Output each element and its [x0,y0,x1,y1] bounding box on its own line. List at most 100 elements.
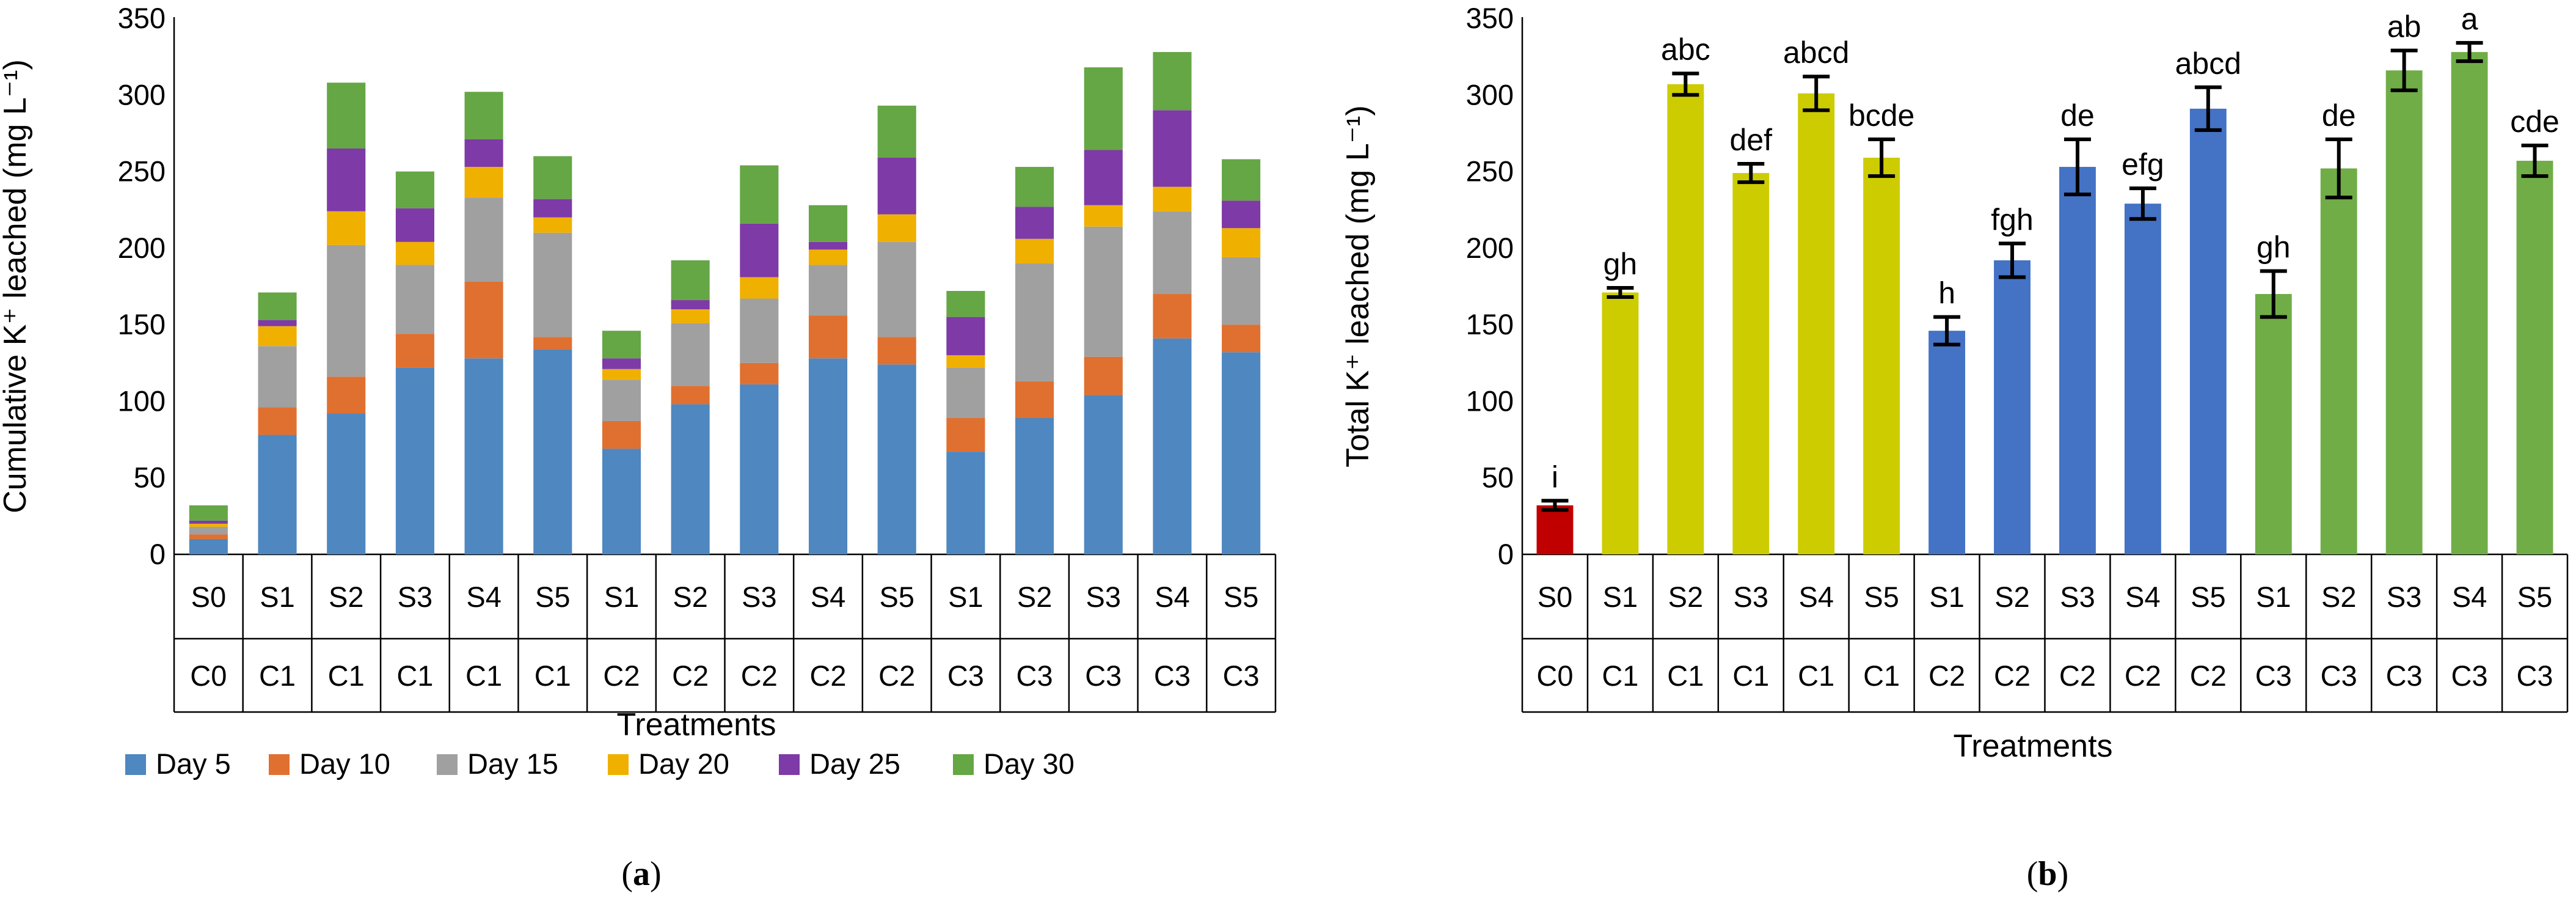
x-tick-label-c: C3 [2321,659,2357,692]
y-tick-label: 300 [118,78,166,111]
stacked-bar-segment [189,520,228,524]
y-tick-label: 150 [118,308,166,340]
x-tick-label-s: S3 [2060,581,2095,613]
x-tick-label-s: S5 [535,581,571,613]
stacked-bar-segment [1222,228,1261,257]
chart-panel-b: 0 50 100 150 200 250 300 350 S0 C0 S1 C1 S2 C1 S3 C1 S4 C… [1340,2,2569,893]
x-tick-label-c: C3 [947,659,984,692]
y-axis-title: Total K⁺ leached (mg L⁻¹) [1340,105,1376,467]
stacked-bar-segment [395,265,434,334]
stacked-bar-segment [1084,67,1123,150]
x-tick-label-s: S5 [2191,581,2226,613]
stacked-bar-segment [602,449,641,554]
stacked-bar-segment [258,320,297,326]
significance-letter: h [1938,276,1955,310]
x-tick-label-s: S4 [466,581,502,613]
x-tick-label-c: C1 [1732,659,1769,692]
stacked-bar-segment [189,526,228,535]
y-tick-label: 250 [118,155,166,188]
x-tick-label-s: S1 [1603,581,1638,613]
significance-letter: fgh [1991,202,2034,237]
stacked-bar-segment [740,165,779,224]
x-tick-label-s: S1 [260,581,295,613]
x-tick-label-c: C1 [1667,659,1704,692]
stacked-bar-segment [464,139,503,167]
legend-swatch [953,754,974,775]
x-tick-label-c: C3 [2516,659,2553,692]
x-tick-label-s: S2 [329,581,364,613]
stacked-bar-segment [1153,52,1192,111]
stacked-bar-segment [464,281,503,359]
stacked-bar-segment [464,167,503,198]
stacked-bar-segment [533,232,572,337]
x-tick-label-s: S1 [948,581,983,613]
bar [2189,108,2227,554]
bar [1863,158,1900,554]
stacked-bar-segment [877,241,916,337]
x-tick-label-s: S0 [1538,581,1573,613]
bar [1536,505,1574,554]
y-axis-title: Cumulative K⁺ leached (mg L⁻¹) [0,59,33,513]
y-tick-label: 0 [150,538,166,570]
x-tick-label-c: C1 [1798,659,1834,692]
stacked-bar-segment [1222,257,1261,325]
significance-letter: gh [2257,230,2291,264]
stacked-bar-segment [1084,356,1123,395]
significance-letter: def [1730,123,1773,157]
x-axis-title: Treatments [1953,729,2112,764]
stacked-bar-segment [1015,167,1054,207]
x-tick-label-c: C3 [1223,659,1260,692]
bar [1602,292,1639,554]
stacked-bar-segment [671,323,710,386]
stacked-bar-segment [395,367,434,554]
stacked-bar-segment [877,337,916,365]
significance-letter: de [2060,98,2095,133]
legend-swatch [608,754,629,775]
y-tick-label: 0 [1498,538,1514,570]
x-tick-label-s: S1 [2256,581,2291,613]
y-tick-label: 250 [1466,155,1514,188]
panel-label: (a) [621,855,661,893]
x-tick-label-s: S3 [398,581,433,613]
x-tick-label-c: C2 [1994,659,2031,692]
stacked-bar-segment [877,158,916,215]
stacked-bar-segment [671,300,710,310]
significance-letter: ab [2387,10,2421,44]
stacked-bar-segment [602,369,641,380]
x-axis-title: Treatments [616,707,776,743]
stacked-bar-segment [327,148,366,211]
x-tick-label-s: S4 [811,581,846,613]
stacked-bar-segment [671,309,710,323]
stacked-bar-segment [395,208,434,242]
stacked-bar-segment [327,211,366,245]
x-tick-label-s: S5 [1224,581,1259,613]
y-tick-label: 50 [1482,461,1514,494]
stacked-bar-segment [189,523,228,527]
significance-letter: bcde [1848,98,1914,133]
stacked-bar-segment [671,404,710,554]
x-tick-label-s: S4 [2452,581,2487,613]
stacked-bar-segment [1084,226,1123,357]
x-tick-label-c: C1 [1863,659,1900,692]
x-tick-label-c: C0 [1536,659,1573,692]
x-tick-label-c: C3 [1085,659,1122,692]
stacked-bar-segment [258,435,297,554]
stacked-bar-segment [327,376,366,414]
x-tick-label-c: C2 [1928,659,1965,692]
legend: Day 5 Day 10 Day 15 Day 20 Day 25 Day 30 [125,747,1075,780]
stacked-bar-segment [602,421,641,449]
y-tick-label: 150 [1466,308,1514,340]
stacked-bar-segment [1153,338,1192,554]
stacked-bar-segment [946,291,985,317]
y-tick-label: 350 [1466,2,1514,34]
x-tick-label-c: C2 [809,659,846,692]
stacked-bar-segment [671,260,710,301]
stacked-bar-segment [327,83,366,149]
stacked-bar-segment [602,358,641,369]
stacked-bar-segment [740,223,779,277]
stacked-bar-segment [946,367,985,418]
stacked-bar-segment [1222,325,1261,353]
stacked-bar-segment [808,241,848,250]
x-tick-label-c: C1 [259,659,296,692]
